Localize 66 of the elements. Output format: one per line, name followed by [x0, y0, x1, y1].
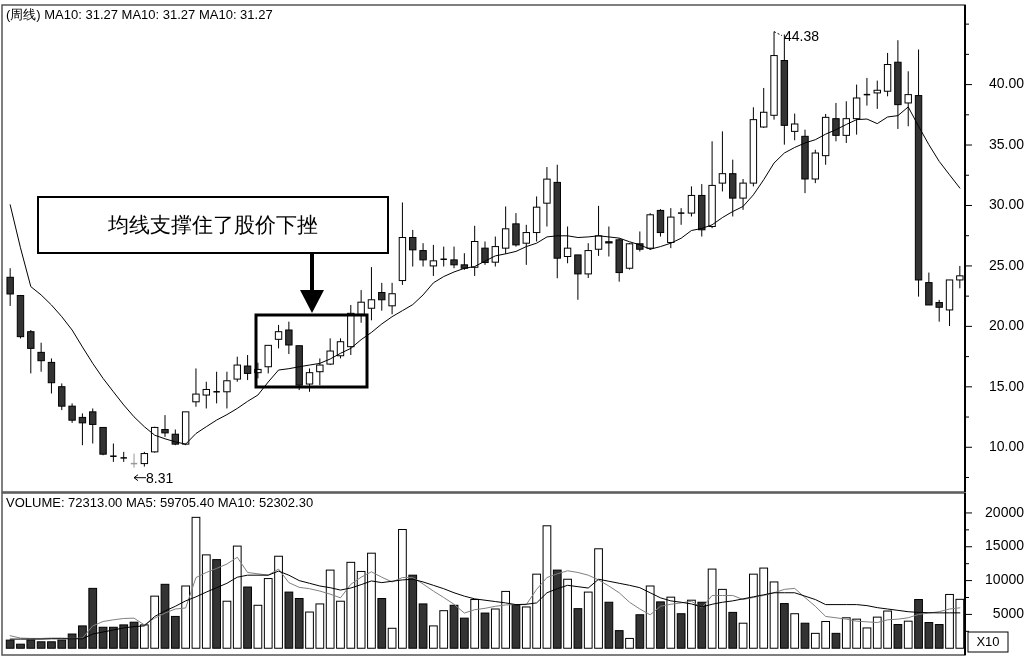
annotation: 44.38 — [784, 27, 820, 44]
line-series — [9, 556, 961, 639]
candlestick — [202, 381, 210, 409]
candlestick — [37, 342, 45, 373]
candlestick — [27, 329, 35, 374]
candlestick — [481, 241, 489, 266]
candlestick — [264, 344, 272, 374]
candlestick — [47, 357, 56, 394]
candlestick — [378, 282, 386, 312]
candlestick — [233, 356, 241, 383]
candlestick — [718, 130, 727, 192]
candlestick — [491, 236, 500, 268]
candlestick — [388, 282, 396, 315]
y-tick-label: 30.00 — [988, 196, 1025, 213]
candlestick — [161, 414, 169, 438]
candlestick — [316, 357, 324, 386]
candlestick — [367, 266, 376, 321]
y-tick-label: 20000 — [985, 503, 1025, 520]
candlestick — [192, 367, 200, 408]
candlestick — [285, 321, 293, 355]
candlestick — [68, 402, 76, 424]
candlestick — [89, 407, 97, 445]
candlestick — [790, 113, 799, 141]
candlestick — [58, 382, 66, 411]
y-tick-label: 10.00 — [988, 437, 1025, 454]
candlestick — [925, 272, 933, 306]
candlestick — [274, 324, 283, 349]
text: X10 — [976, 634, 1000, 650]
candlestick — [677, 207, 686, 226]
candlestick — [243, 354, 252, 381]
candlestick — [563, 226, 572, 264]
annotation: 均线支撑住了股价下挫 — [107, 212, 318, 236]
y-tick-label: 20.00 — [988, 317, 1025, 334]
chart-title: (周线) MA10: 31.27 MA10: 31.27 MA10: 31.27 — [6, 7, 273, 22]
candlestick — [357, 289, 365, 324]
candlestick — [6, 267, 14, 307]
candlestick — [409, 229, 417, 268]
candlestick — [326, 337, 334, 366]
candlestick — [212, 371, 221, 404]
y-tick-label: 5000 — [992, 605, 1025, 622]
candlestick — [223, 371, 231, 409]
candlestick — [935, 299, 943, 323]
candlestick — [584, 242, 592, 279]
y-tick-label: 10000 — [985, 571, 1025, 588]
annotation: 8.31 — [146, 469, 174, 486]
y-tick-label: 35.00 — [988, 135, 1025, 152]
y-tick-label: 40.00 — [988, 75, 1025, 92]
candlestick — [450, 246, 458, 269]
candlestick — [739, 178, 747, 211]
candlestick — [512, 212, 520, 248]
candlestick — [305, 367, 314, 393]
chart-title: VOLUME: 72313.00 MA5: 59705.40 MA10: 52302.30 — [6, 495, 314, 510]
y-tick-label: 15000 — [985, 537, 1025, 554]
candlestick — [501, 205, 510, 255]
candlestick — [873, 80, 881, 110]
candlestick — [429, 244, 438, 277]
candlestick — [687, 185, 696, 217]
candlestick — [522, 224, 530, 266]
candlestick — [656, 208, 665, 238]
candlestick — [760, 87, 768, 129]
candlestick — [419, 242, 427, 268]
y-tick-label: 25.00 — [988, 256, 1025, 273]
candlestick — [109, 443, 118, 463]
y-tick-label: 15.00 — [988, 377, 1025, 394]
candlestick — [605, 226, 613, 257]
candlestick — [574, 254, 582, 301]
